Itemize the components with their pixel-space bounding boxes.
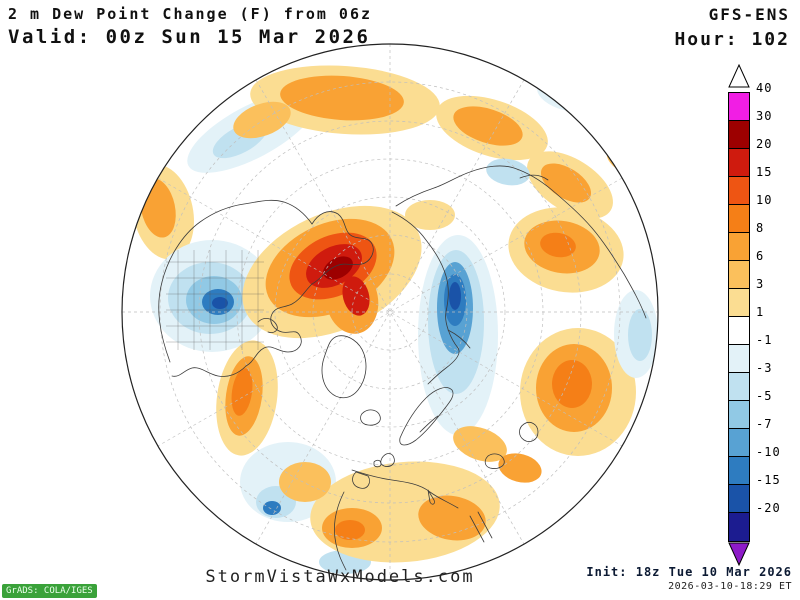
colorbar bbox=[728, 63, 750, 570]
colorbar-label: 40 bbox=[756, 81, 773, 95]
map-boundary bbox=[121, 43, 659, 581]
colorbar-label: 15 bbox=[756, 165, 773, 179]
coastlines bbox=[158, 165, 647, 571]
colorbar-segment bbox=[729, 345, 749, 373]
colorbar-segment bbox=[729, 457, 749, 485]
colorbar-label: -1 bbox=[756, 333, 773, 347]
colorbar-segment bbox=[729, 233, 749, 261]
header-left: 2 m Dew Point Change (F) from 06z Valid:… bbox=[8, 5, 372, 48]
colorbar-label: 20 bbox=[756, 137, 773, 151]
colorbar-label: -7 bbox=[756, 417, 773, 431]
colorbar-label: -10 bbox=[756, 445, 781, 459]
colorbar-segment bbox=[729, 401, 749, 429]
colorbar-segment bbox=[729, 261, 749, 289]
colorbar-arrow-down bbox=[728, 542, 750, 567]
colorbar-label: 1 bbox=[756, 305, 765, 319]
grads-credit: GrADS: COLA/IGES bbox=[2, 584, 97, 598]
colorbar-segments bbox=[728, 92, 750, 542]
colorbar-segment bbox=[729, 373, 749, 401]
colorbar-label: -3 bbox=[756, 361, 773, 375]
colorbar-segment bbox=[729, 289, 749, 317]
header-right: GFS-ENS Hour: 102 bbox=[674, 5, 790, 50]
colorbar-segment bbox=[729, 429, 749, 457]
anomaly-shading bbox=[132, 65, 658, 574]
colorbar-label: -15 bbox=[756, 473, 781, 487]
colorbar-arrow-up bbox=[728, 63, 750, 88]
map-title: 2 m Dew Point Change (F) from 06z bbox=[8, 5, 373, 23]
colorbar-segment bbox=[729, 121, 749, 149]
colorbar-segment bbox=[729, 513, 749, 541]
graticule-lines bbox=[122, 44, 658, 580]
colorbar-label: -5 bbox=[756, 389, 773, 403]
colorbar-label: 30 bbox=[756, 109, 773, 123]
colorbar-label: 6 bbox=[756, 249, 765, 263]
init-info: Init: 18z Tue 10 Mar 2026 2026-03-10-18:… bbox=[586, 565, 792, 592]
colorbar-label-list: 40 30 20 15 10 8 6 3 1 -1 -3 -5 -7 -10 -15 -20 bbox=[756, 64, 798, 584]
colorbar-segment bbox=[729, 177, 749, 205]
us-state-borders bbox=[166, 250, 264, 350]
colorbar-segment bbox=[729, 485, 749, 513]
watermark: StormVistaWxModels.com bbox=[205, 567, 475, 587]
colorbar-segment bbox=[729, 205, 749, 233]
colorbar-label: 10 bbox=[756, 193, 773, 207]
colorbar-segment bbox=[729, 317, 749, 345]
colorbar-label: 8 bbox=[756, 221, 765, 235]
generated-time: 2026-03-10-18:29 ET bbox=[668, 581, 792, 592]
valid-time: Valid: 00z Sun 15 Mar 2026 bbox=[8, 26, 371, 48]
colorbar-segment bbox=[729, 93, 749, 121]
init-time: Init: 18z Tue 10 Mar 2026 bbox=[586, 565, 792, 579]
model-name: GFS-ENS bbox=[708, 5, 790, 24]
colorbar-label: 3 bbox=[756, 277, 765, 291]
forecast-hour: Hour: 102 bbox=[674, 29, 790, 50]
colorbar-label: -20 bbox=[756, 501, 781, 515]
colorbar-segment bbox=[729, 149, 749, 177]
